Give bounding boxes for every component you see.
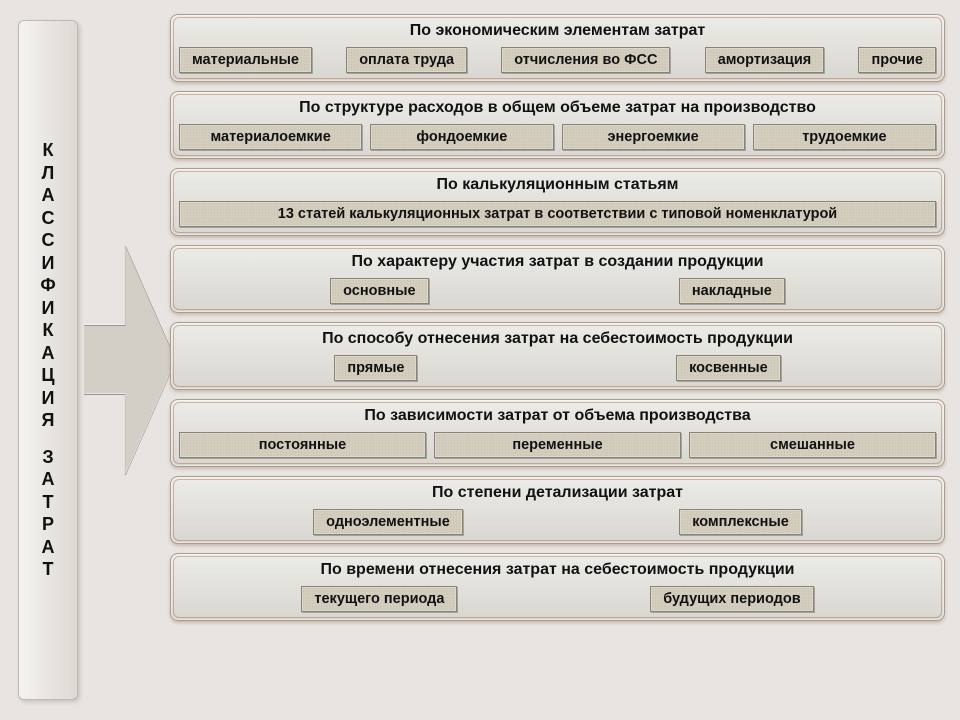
panel-items: постоянные переменные смешанные: [179, 432, 936, 458]
vertical-label: КЛАССИФИКАЦИЯЗАТРАТ: [18, 20, 78, 700]
arrow-icon: [84, 245, 176, 475]
panel-title: По зависимости затрат от объема производ…: [179, 405, 936, 427]
panel-title: По структуре расходов в общем объеме зат…: [179, 97, 936, 119]
classification-item: отчисления во ФСС: [501, 47, 670, 73]
panel-items: основные накладные: [179, 278, 936, 304]
panel-title: По характеру участия затрат в создании п…: [179, 251, 936, 273]
vertical-letter: Л: [42, 162, 55, 185]
panel: По способу отнесения затрат на себестоим…: [170, 322, 945, 390]
classification-item: материалоемкие: [179, 124, 362, 150]
vertical-letter: А: [42, 468, 55, 491]
vertical-letter: Я: [42, 409, 55, 432]
classification-item: прямые: [334, 355, 417, 381]
vertical-letter: И: [42, 387, 55, 410]
panels-container: По экономическим элементам затрат материа…: [170, 14, 945, 621]
classification-item: постоянные: [179, 432, 426, 458]
panel: По калькуляционным статьям 13 статей каль…: [170, 168, 945, 236]
classification-item: смешанные: [689, 432, 936, 458]
classification-item: оплата труда: [346, 47, 467, 73]
panel-items: одноэлементные комплексные: [179, 509, 936, 535]
vertical-letter: И: [42, 252, 55, 275]
classification-item: фондоемкие: [370, 124, 553, 150]
classification-item: комплексные: [679, 509, 802, 535]
vertical-letter: Ф: [40, 274, 55, 297]
vertical-letter: К: [43, 319, 54, 342]
classification-item: одноэлементные: [313, 509, 463, 535]
vertical-letter: С: [42, 229, 55, 252]
classification-item: амортизация: [705, 47, 825, 73]
vertical-letter: Т: [43, 491, 54, 514]
panel-items: 13 статей калькуляционных затрат в соотв…: [179, 201, 936, 227]
panel-title: По способу отнесения затрат на себестоим…: [179, 328, 936, 350]
classification-item: энергоемкие: [562, 124, 745, 150]
vertical-letter: И: [42, 297, 55, 320]
panel: По времени отнесения затрат на себестоим…: [170, 553, 945, 621]
panel-title: По времени отнесения затрат на себестоим…: [179, 559, 936, 581]
classification-item: трудоемкие: [753, 124, 936, 150]
classification-item: 13 статей калькуляционных затрат в соотв…: [179, 201, 936, 227]
panel-items: прямые косвенные: [179, 355, 936, 381]
panel-title: По степени детализации затрат: [179, 482, 936, 504]
vertical-letter: Р: [42, 513, 54, 536]
classification-item: будущих периодов: [650, 586, 813, 612]
panel-title: По экономическим элементам затрат: [179, 20, 936, 42]
vertical-letter: Ц: [41, 364, 54, 387]
vertical-letter: А: [42, 536, 55, 559]
panel: По степени детализации затрат одноэлемент…: [170, 476, 945, 544]
vertical-letter: Т: [43, 558, 54, 581]
panel-title: По калькуляционным статьям: [179, 174, 936, 196]
classification-item: текущего периода: [301, 586, 457, 612]
classification-item: материальные: [179, 47, 312, 73]
vertical-letter: З: [42, 446, 53, 469]
classification-item: косвенные: [676, 355, 781, 381]
classification-item: основные: [330, 278, 428, 304]
panel: По зависимости затрат от объема производ…: [170, 399, 945, 467]
vertical-letter: С: [42, 207, 55, 230]
classification-item: переменные: [434, 432, 681, 458]
panel: По экономическим элементам затрат материа…: [170, 14, 945, 82]
vertical-letter: К: [43, 139, 54, 162]
vertical-letter: А: [42, 184, 55, 207]
classification-item: прочие: [858, 47, 936, 73]
panel-items: материалоемкие фондоемкие энергоемкие трудо…: [179, 124, 936, 150]
panel: По характеру участия затрат в создании п…: [170, 245, 945, 313]
classification-item: накладные: [679, 278, 785, 304]
panel-items: материальные оплата труда отчисления во ФС…: [179, 47, 936, 73]
panel: По структуре расходов в общем объеме зат…: [170, 91, 945, 159]
vertical-letter: А: [42, 342, 55, 365]
panel-items: текущего периода будущих периодов: [179, 586, 936, 612]
